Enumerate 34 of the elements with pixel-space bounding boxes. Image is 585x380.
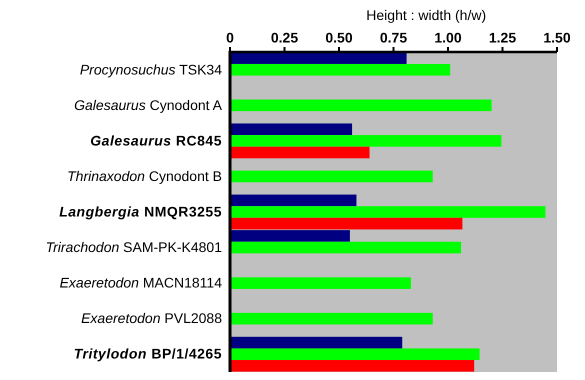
- bar: [230, 100, 492, 112]
- bar: [230, 146, 370, 158]
- bar: [230, 218, 462, 230]
- bar: [230, 360, 474, 372]
- y-tick-label: Thrinaxodon Cynodont B: [67, 168, 222, 184]
- x-tick-label: 0.50: [325, 30, 353, 46]
- bar: [230, 64, 450, 76]
- bar: [230, 170, 433, 182]
- bar: [230, 206, 546, 218]
- y-tick-label: Exaeretodon PVL2088: [81, 310, 222, 326]
- bar: [230, 52, 407, 64]
- bar: [230, 336, 402, 348]
- bar: [230, 312, 433, 324]
- bar: [230, 348, 480, 360]
- x-tick-label: 1.00: [434, 30, 462, 46]
- x-tick-label: 0.25: [270, 30, 298, 46]
- y-tick-label: Trirachodon SAM-PK-K4801: [46, 239, 222, 256]
- bar: [230, 230, 350, 242]
- y-tick-label: Langbergia NMQR3255: [59, 203, 222, 220]
- x-axis-title: Height : width (h/w): [366, 7, 486, 23]
- y-tick-label: Tritylodon BP/1/4265: [74, 346, 222, 362]
- x-tick-label: 0.75: [380, 30, 408, 46]
- x-tick-label: 0: [226, 30, 234, 46]
- bar: [230, 277, 411, 289]
- y-tick-label: Procynosuchus TSK34: [80, 61, 222, 78]
- y-tick-label: Exaeretodon MACN18114: [60, 274, 222, 291]
- bar: [230, 242, 462, 254]
- x-tick-label: 1.25: [488, 30, 516, 46]
- bar: [230, 123, 352, 136]
- x-tick-label: 1.50: [543, 30, 571, 46]
- bar: [230, 194, 356, 206]
- y-tick-label: Galesaurus Cynodont A: [74, 96, 223, 113]
- y-tick-label: Galesaurus RC845: [90, 132, 222, 148]
- bar: [230, 135, 502, 147]
